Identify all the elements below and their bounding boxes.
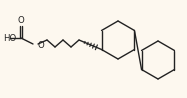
Text: O: O (18, 15, 24, 24)
Text: O: O (38, 40, 45, 49)
Text: HO: HO (3, 34, 16, 43)
